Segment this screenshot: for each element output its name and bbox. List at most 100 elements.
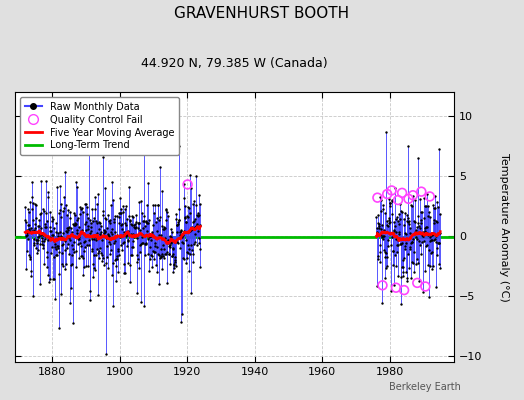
Point bbox=[380, 227, 388, 234]
Point bbox=[378, 206, 387, 212]
Point bbox=[108, 260, 117, 267]
Point bbox=[428, 236, 436, 243]
Point bbox=[56, 183, 64, 189]
Point bbox=[86, 216, 94, 223]
Point bbox=[89, 265, 97, 271]
Point bbox=[411, 234, 420, 240]
Point bbox=[70, 249, 78, 256]
Point bbox=[126, 218, 135, 224]
Point bbox=[412, 227, 420, 233]
Point bbox=[181, 237, 190, 243]
Point bbox=[140, 213, 148, 219]
Point bbox=[375, 225, 384, 231]
Point bbox=[120, 229, 128, 235]
Point bbox=[66, 215, 74, 222]
Point bbox=[157, 232, 166, 238]
Point bbox=[416, 242, 424, 248]
Point bbox=[74, 224, 83, 230]
Point bbox=[388, 262, 397, 268]
Point bbox=[424, 294, 433, 300]
Point bbox=[175, 217, 183, 223]
Point bbox=[45, 234, 53, 240]
Point bbox=[58, 241, 66, 248]
Point bbox=[410, 219, 419, 225]
Point bbox=[383, 263, 391, 269]
Point bbox=[165, 251, 173, 258]
Point bbox=[150, 243, 159, 249]
Point bbox=[399, 256, 408, 263]
Point bbox=[55, 209, 63, 216]
Point bbox=[414, 238, 423, 244]
Point bbox=[24, 206, 32, 212]
Point bbox=[417, 217, 425, 224]
Point bbox=[91, 205, 100, 212]
Point bbox=[130, 222, 138, 228]
Point bbox=[189, 201, 197, 208]
Point bbox=[414, 223, 423, 229]
Point bbox=[83, 242, 91, 248]
Point bbox=[397, 241, 405, 248]
Point bbox=[189, 259, 197, 265]
Point bbox=[21, 217, 30, 224]
Point bbox=[50, 224, 58, 231]
Point bbox=[161, 251, 169, 258]
Point bbox=[144, 236, 152, 242]
Point bbox=[140, 302, 148, 309]
Point bbox=[88, 248, 96, 255]
Point bbox=[407, 202, 415, 208]
Point bbox=[63, 227, 72, 233]
Point bbox=[30, 227, 38, 233]
Point bbox=[49, 276, 57, 283]
Point bbox=[110, 235, 118, 242]
Point bbox=[402, 218, 411, 224]
Point bbox=[55, 325, 63, 332]
Point bbox=[43, 194, 52, 200]
Point bbox=[43, 249, 51, 255]
Point bbox=[411, 229, 419, 236]
Point bbox=[394, 218, 402, 224]
Point bbox=[158, 188, 167, 194]
Point bbox=[178, 232, 186, 238]
Point bbox=[429, 216, 438, 223]
Point bbox=[157, 266, 166, 272]
Point bbox=[400, 246, 409, 252]
Point bbox=[393, 214, 401, 220]
Point bbox=[139, 232, 147, 238]
Point bbox=[119, 270, 128, 276]
Point bbox=[53, 242, 61, 249]
Point bbox=[91, 194, 99, 200]
Point bbox=[177, 232, 185, 238]
Point bbox=[176, 232, 184, 238]
Point bbox=[190, 241, 199, 247]
Point bbox=[78, 252, 86, 259]
Point bbox=[39, 245, 47, 252]
Point bbox=[417, 188, 425, 195]
Point bbox=[191, 202, 200, 208]
Point bbox=[188, 224, 196, 230]
Point bbox=[103, 243, 111, 250]
Point bbox=[185, 246, 193, 252]
Point bbox=[35, 223, 43, 230]
Point bbox=[427, 250, 435, 257]
Point bbox=[64, 207, 72, 213]
Point bbox=[138, 210, 146, 216]
Point bbox=[57, 291, 66, 297]
Point bbox=[158, 251, 167, 257]
Point bbox=[86, 288, 94, 294]
Point bbox=[40, 233, 49, 240]
Point bbox=[180, 194, 189, 201]
Point bbox=[90, 214, 99, 221]
Point bbox=[121, 220, 129, 226]
Point bbox=[113, 232, 121, 238]
Point bbox=[79, 229, 88, 236]
Point bbox=[61, 266, 69, 272]
Point bbox=[124, 237, 132, 243]
Point bbox=[100, 215, 108, 222]
Point bbox=[32, 245, 40, 252]
Point bbox=[54, 230, 62, 236]
Point bbox=[436, 230, 444, 236]
Point bbox=[114, 269, 122, 275]
Point bbox=[46, 224, 54, 230]
Y-axis label: Temperature Anomaly (°C): Temperature Anomaly (°C) bbox=[499, 153, 509, 302]
Point bbox=[51, 296, 59, 302]
